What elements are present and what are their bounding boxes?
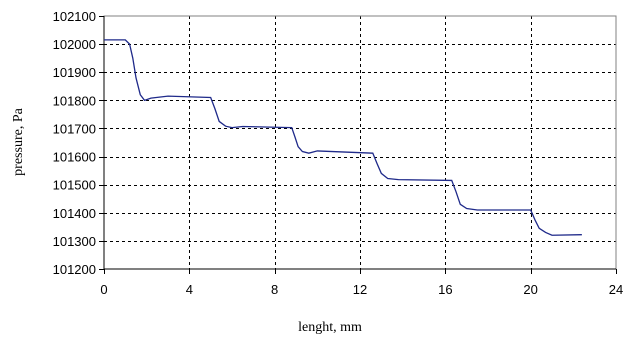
pressure-series-line (104, 39, 582, 236)
y-tick-label: 101500 (53, 178, 96, 193)
x-tick-label: 8 (271, 282, 278, 297)
y-tick-label: 101800 (53, 93, 96, 108)
x-tick-label: 4 (186, 282, 193, 297)
y-tick-label: 101400 (53, 206, 96, 221)
x-tick-label: 0 (100, 282, 107, 297)
y-tick-label: 101200 (53, 262, 96, 277)
y-axis-title: pressure, Pa (11, 107, 26, 175)
y-tick-label: 101900 (53, 65, 96, 80)
y-tick-label: 101600 (53, 150, 96, 165)
gridlines (104, 16, 616, 269)
y-tick-label: 102000 (53, 37, 96, 52)
x-tick-label: 20 (523, 282, 537, 297)
x-axis-title: lenght, mm (298, 320, 362, 335)
y-tick-label: 101700 (53, 121, 96, 136)
x-tick-label: 24 (609, 282, 623, 297)
y-tick-label: 101300 (53, 234, 96, 249)
x-tick-label: 16 (438, 282, 452, 297)
y-axis-ticks: 101200 101300 101400 101500 101600 101700 1018… (53, 9, 104, 277)
x-tick-label: 12 (353, 282, 367, 297)
x-axis-ticks: 0 4 8 12 16 20 24 (100, 269, 623, 297)
y-tick-label: 102100 (53, 9, 96, 24)
